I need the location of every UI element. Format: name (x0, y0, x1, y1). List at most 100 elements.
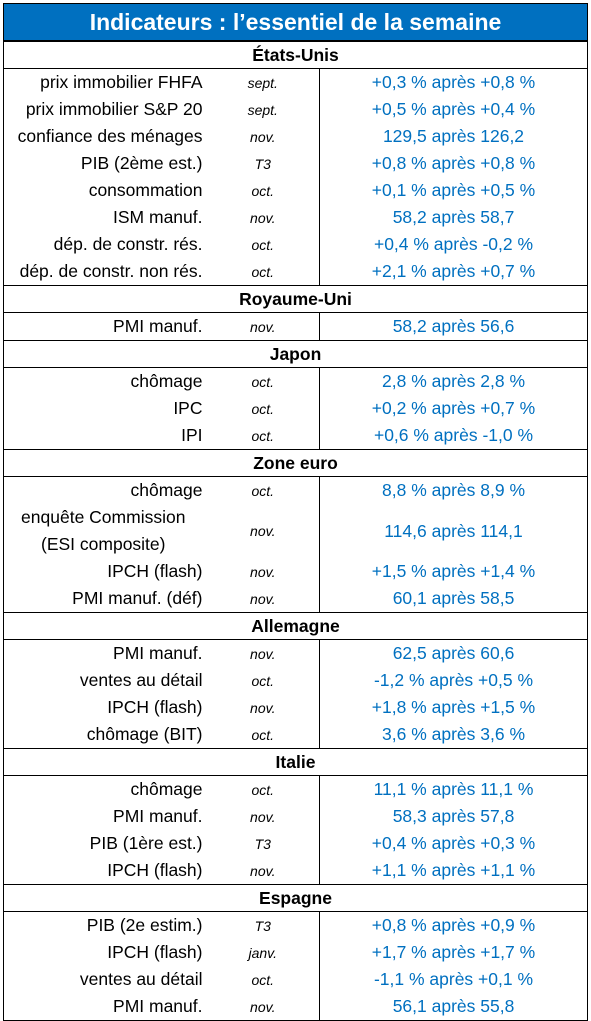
table-row: ventes au détail oct. -1,2 % après +0,5 % (3, 667, 588, 694)
table-row: prix immobilier S&P 20 sept. +0,5 % après … (3, 96, 588, 123)
indicator-label: PIB (2e estim.) (3, 911, 207, 939)
section-header: Allemagne (3, 612, 588, 640)
indicator-label: PIB (1ère est.) (3, 830, 207, 857)
table-row: PIB (2ème est.) T3 +0,8 % après +0,8 % (3, 150, 588, 177)
table-row: PMI manuf. (déf) nov. 60,1 après 58,5 (3, 585, 588, 613)
indicator-label: PMI manuf. (3, 803, 207, 830)
indicator-value: 56,1 après 55,8 (319, 993, 588, 1021)
indicator-label: PIB (2ème est.) (3, 150, 207, 177)
table-row: confiance des ménages nov. 129,5 après 126… (3, 123, 588, 150)
table-row: IPI oct. +0,6 % après -1,0 % (3, 422, 588, 450)
indicator-value: +0,2 % après +0,7 % (319, 395, 588, 422)
indicator-label: ISM manuf. (3, 204, 207, 231)
table-row: ISM manuf. nov. 58,2 après 58,7 (3, 204, 588, 231)
indicator-period: janv. (206, 939, 320, 966)
table-row: enquête Commission (ESI composite) nov. 114… (3, 504, 588, 558)
table-row: PMI manuf. nov. 58,3 après 57,8 (3, 803, 588, 830)
table-row: PMI manuf. nov. 62,5 après 60,6 (3, 639, 588, 667)
indicator-value: +1,8 % après +1,5 % (319, 694, 588, 721)
indicator-label: IPCH (flash) (3, 857, 207, 885)
indicator-period: nov. (206, 803, 320, 830)
indicator-label: IPI (3, 422, 207, 450)
table-row: consommation oct. +0,1 % après +0,5 % (3, 177, 588, 204)
indicator-period: oct. (206, 476, 320, 504)
indicator-label: consommation (3, 177, 207, 204)
indicator-period: oct. (206, 966, 320, 993)
table-row: prix immobilier FHFA sept. +0,3 % après +0… (3, 68, 588, 96)
indicator-value: +0,4 % après -0,2 % (319, 231, 588, 258)
indicator-period: nov. (206, 639, 320, 667)
table-row: chômage oct. 8,8 % après 8,9 % (3, 476, 588, 504)
indicator-period: sept. (206, 68, 320, 96)
indicator-value: 8,8 % après 8,9 % (319, 476, 588, 504)
indicator-value: 62,5 après 60,6 (319, 639, 588, 667)
table-row: chômage oct. 2,8 % après 2,8 % (3, 367, 588, 395)
indicator-value: 58,3 après 57,8 (319, 803, 588, 830)
table-row: IPCH (flash) nov. +1,8 % après +1,5 % (3, 694, 588, 721)
indicator-value: 58,2 après 58,7 (319, 204, 588, 231)
indicator-label-line1: enquête Commission (21, 507, 186, 527)
indicator-period: oct. (206, 667, 320, 694)
indicator-period: T3 (206, 830, 320, 857)
table-row: IPCH (flash) nov. +1,1 % après +1,1 % (3, 857, 588, 885)
page-title: Indicateurs : l’essentiel de la semaine (3, 3, 588, 41)
indicator-label: enquête Commission (ESI composite) (3, 504, 207, 558)
indicator-period: oct. (206, 177, 320, 204)
table-row: PMI manuf. nov. 56,1 après 55,8 (3, 993, 588, 1021)
indicator-period: nov. (206, 204, 320, 231)
table-row: PIB (2e estim.) T3 +0,8 % après +0,9 % (3, 911, 588, 939)
indicator-label: IPCH (flash) (3, 694, 207, 721)
section-header: États-Unis (3, 41, 588, 69)
indicator-label: IPCH (flash) (3, 939, 207, 966)
indicators-table: États-Unis prix immobilier FHFA sept. +0,3 … (3, 41, 588, 1021)
section-title: Zone euro (3, 449, 588, 477)
indicator-value: +0,8 % après +0,8 % (319, 150, 588, 177)
indicator-value: 3,6 % après 3,6 % (319, 721, 588, 749)
table-row: IPCH (flash) janv. +1,7 % après +1,7 % (3, 939, 588, 966)
table-row: PIB (1ère est.) T3 +0,4 % après +0,3 % (3, 830, 588, 857)
indicator-label: PMI manuf. (3, 639, 207, 667)
indicator-value: 114,6 après 114,1 (319, 504, 588, 558)
indicator-period: oct. (206, 367, 320, 395)
indicator-period: sept. (206, 96, 320, 123)
indicator-period: oct. (206, 231, 320, 258)
indicator-period: nov. (206, 694, 320, 721)
indicator-value: +1,5 % après +1,4 % (319, 558, 588, 585)
indicator-value: -1,2 % après +0,5 % (319, 667, 588, 694)
section-title: Japon (3, 340, 588, 368)
indicator-value: +2,1 % après +0,7 % (319, 258, 588, 286)
indicator-value: +0,4 % après +0,3 % (319, 830, 588, 857)
indicator-label: dép. de constr. rés. (3, 231, 207, 258)
indicator-value: 58,2 après 56,6 (319, 312, 588, 341)
indicator-label: prix immobilier S&P 20 (3, 96, 207, 123)
section-title: Italie (3, 748, 588, 776)
indicator-value: 11,1 % après 11,1 % (319, 775, 588, 803)
table-row: ventes au détail oct. -1,1 % après +0,1 % (3, 966, 588, 993)
section-title: Espagne (3, 884, 588, 912)
table-row: IPCH (flash) nov. +1,5 % après +1,4 % (3, 558, 588, 585)
indicator-label: chômage (3, 775, 207, 803)
indicator-label: chômage (BIT) (3, 721, 207, 749)
section-title: Allemagne (3, 612, 588, 640)
indicator-label-line2: (ESI composite) (41, 534, 166, 554)
indicator-value: 129,5 après 126,2 (319, 123, 588, 150)
indicator-period: oct. (206, 258, 320, 286)
indicator-value: -1,1 % après +0,1 % (319, 966, 588, 993)
indicator-value: +0,3 % après +0,8 % (319, 68, 588, 96)
indicator-period: T3 (206, 911, 320, 939)
indicator-period: nov. (206, 558, 320, 585)
table-row: dép. de constr. non rés. oct. +2,1 % après… (3, 258, 588, 286)
indicator-label: prix immobilier FHFA (3, 68, 207, 96)
indicator-label: PMI manuf. (3, 312, 207, 341)
indicator-period: oct. (206, 395, 320, 422)
section-header: Zone euro (3, 449, 588, 477)
indicator-period: nov. (206, 312, 320, 341)
indicator-period: nov. (206, 857, 320, 885)
indicator-period: nov. (206, 123, 320, 150)
table-row: dép. de constr. rés. oct. +0,4 % après -0,… (3, 231, 588, 258)
indicator-label: dép. de constr. non rés. (3, 258, 207, 286)
section-header: Japon (3, 340, 588, 368)
indicator-value: +1,1 % après +1,1 % (319, 857, 588, 885)
indicators-panel: Indicateurs : l’essentiel de la semaine … (3, 3, 588, 1021)
section-header: Italie (3, 748, 588, 776)
